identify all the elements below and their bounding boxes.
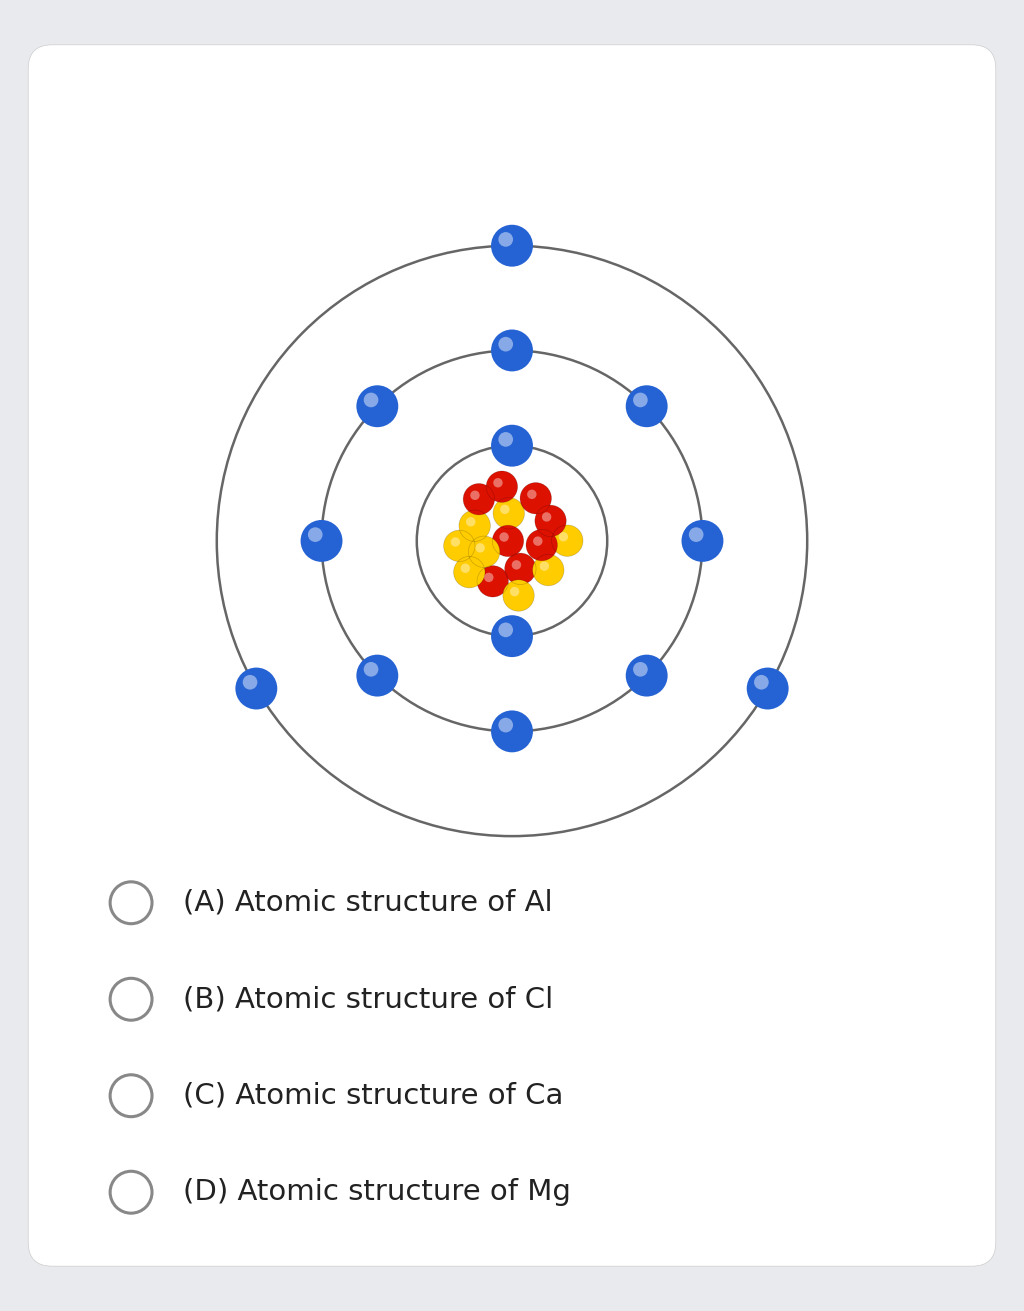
Circle shape <box>492 224 532 266</box>
Circle shape <box>499 337 513 351</box>
Text: (A) Atomic structure of Al: (A) Atomic structure of Al <box>183 889 553 916</box>
FancyBboxPatch shape <box>29 45 995 1266</box>
Circle shape <box>534 536 543 545</box>
Circle shape <box>454 556 485 587</box>
Circle shape <box>512 560 521 569</box>
Circle shape <box>492 711 532 753</box>
Circle shape <box>443 530 475 561</box>
Circle shape <box>505 553 537 585</box>
Circle shape <box>308 527 323 541</box>
Circle shape <box>461 564 470 573</box>
Circle shape <box>463 484 495 515</box>
Circle shape <box>500 532 509 541</box>
Text: (D) Atomic structure of Mg: (D) Atomic structure of Mg <box>183 1179 571 1206</box>
Circle shape <box>466 517 475 527</box>
Circle shape <box>500 505 510 514</box>
Circle shape <box>746 667 788 709</box>
Circle shape <box>459 510 490 541</box>
Circle shape <box>243 675 257 690</box>
Circle shape <box>301 520 342 562</box>
Circle shape <box>682 520 723 562</box>
Circle shape <box>356 385 398 427</box>
Circle shape <box>492 329 532 371</box>
Circle shape <box>542 513 551 522</box>
Circle shape <box>492 425 532 467</box>
Circle shape <box>689 527 703 541</box>
Circle shape <box>468 536 500 568</box>
Circle shape <box>754 675 769 690</box>
Circle shape <box>364 662 379 676</box>
Circle shape <box>477 565 509 597</box>
Circle shape <box>470 490 479 499</box>
Circle shape <box>527 489 537 499</box>
Circle shape <box>526 530 557 561</box>
Circle shape <box>535 505 566 536</box>
Circle shape <box>633 662 648 676</box>
Circle shape <box>626 654 668 696</box>
Circle shape <box>552 524 583 556</box>
Circle shape <box>494 498 524 528</box>
Circle shape <box>520 482 552 514</box>
Circle shape <box>633 392 648 408</box>
Circle shape <box>499 623 513 637</box>
Circle shape <box>494 479 503 488</box>
Text: (C) Atomic structure of Ca: (C) Atomic structure of Ca <box>183 1082 564 1109</box>
Circle shape <box>486 471 517 502</box>
Circle shape <box>626 385 668 427</box>
Circle shape <box>540 561 549 570</box>
Circle shape <box>475 543 485 552</box>
Circle shape <box>484 573 494 582</box>
Circle shape <box>236 667 278 709</box>
Circle shape <box>451 538 460 547</box>
Circle shape <box>499 232 513 246</box>
Circle shape <box>503 579 535 611</box>
Circle shape <box>499 717 513 733</box>
Circle shape <box>532 555 564 586</box>
Circle shape <box>493 526 523 557</box>
Circle shape <box>356 654 398 696</box>
Circle shape <box>492 615 532 657</box>
Text: (B) Atomic structure of Cl: (B) Atomic structure of Cl <box>183 986 554 1013</box>
Circle shape <box>510 587 519 597</box>
Circle shape <box>364 392 379 408</box>
Circle shape <box>499 433 513 447</box>
Circle shape <box>559 532 568 541</box>
